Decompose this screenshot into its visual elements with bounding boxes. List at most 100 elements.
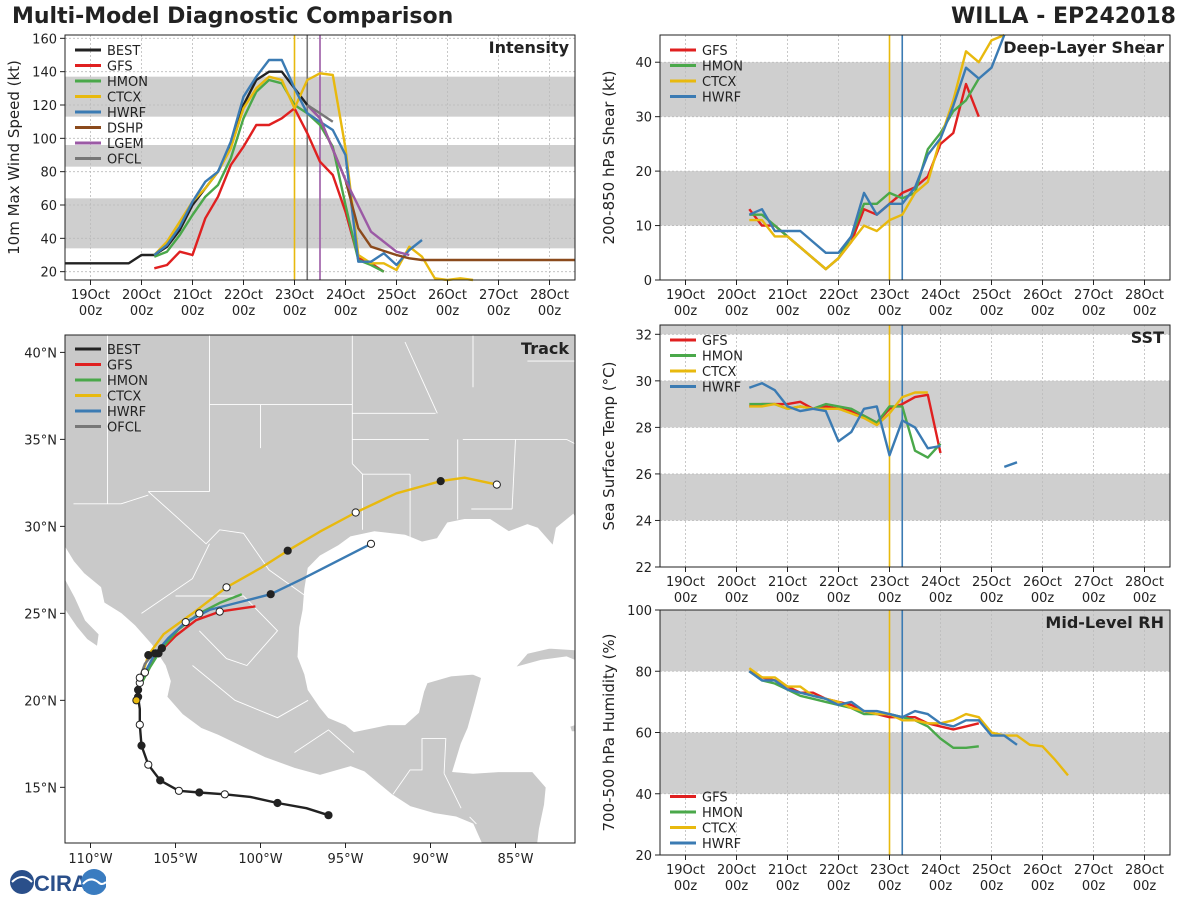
y-tick-label: 22 xyxy=(635,561,652,576)
y-tick-label: 35°N xyxy=(24,433,57,448)
track-point xyxy=(151,649,160,658)
series-line-ctcx xyxy=(749,391,928,427)
x-tick-label: 00z xyxy=(980,879,1004,894)
y-tick-label: 20 xyxy=(635,165,652,180)
x-tick-label: 00z xyxy=(385,304,409,319)
x-tick-label: 00z xyxy=(827,591,851,606)
series-line-dshp xyxy=(306,104,575,262)
x-tick-label: 19Oct xyxy=(71,288,110,303)
x-tick-label: 00z xyxy=(878,879,902,894)
x-tick-label: 00z xyxy=(1082,304,1106,319)
x-tick-label: 00z xyxy=(674,304,698,319)
x-tick-label: 00z xyxy=(929,879,953,894)
legend-label: HMON xyxy=(702,60,743,75)
legend-label: HMON xyxy=(702,350,743,365)
x-tick-label: 00z xyxy=(980,304,1004,319)
track-point xyxy=(195,788,204,797)
x-tick-label: 00z xyxy=(487,304,511,319)
series-line-ctcx xyxy=(749,33,1005,271)
y-tick-label: 60 xyxy=(635,727,652,742)
track-point xyxy=(135,720,144,729)
legend-label: GFS xyxy=(107,60,133,75)
panel-title: Intensity xyxy=(489,38,570,57)
x-tick-label: 00z xyxy=(725,591,749,606)
y-tick-label: 80 xyxy=(40,166,57,181)
x-tick-label: 21Oct xyxy=(768,863,807,878)
track-point xyxy=(273,798,282,808)
y-tick-label: 140 xyxy=(32,66,57,81)
track-panel: 110°W 105°W 100°W 95°W 90°W 85°W 15°N 20°N 25°N 3… xyxy=(24,334,576,867)
border-line xyxy=(294,729,355,753)
x-tick-label: 28Oct xyxy=(1125,863,1164,878)
border-line xyxy=(511,439,516,510)
x-tick-label: 25Oct xyxy=(972,288,1011,303)
y-tick-label: 100 xyxy=(627,604,652,619)
x-tick-label: 00z xyxy=(1133,879,1157,894)
x-tick-label: 27Oct xyxy=(1074,288,1113,303)
legend-label: GFS xyxy=(107,359,133,374)
y-tick-label: 40 xyxy=(635,56,652,71)
track-point xyxy=(132,696,141,705)
series-line-hwrf xyxy=(748,670,1018,746)
y-tick-label: 30 xyxy=(635,375,652,390)
track-point xyxy=(137,741,146,750)
plot-frame xyxy=(64,34,576,281)
y-tick-label: 40°N xyxy=(24,346,57,361)
panel-title: SST xyxy=(1131,328,1164,347)
track-point xyxy=(157,644,166,653)
series-line-ctcx xyxy=(748,667,1069,777)
intensity-panel: 2040608010012014016019Oct00z20Oct00z21Oc… xyxy=(5,32,576,319)
y-tick-label: 28 xyxy=(635,421,652,436)
y-tick-label: 80 xyxy=(635,665,652,680)
series-line-hwrf xyxy=(748,382,941,457)
x-tick-label: 00z xyxy=(130,304,154,319)
y-axis-label: 10m Max Wind Speed (kt) xyxy=(5,60,23,255)
x-tick-label: 27Oct xyxy=(479,288,518,303)
track-point xyxy=(134,685,143,695)
track-line-hwrf xyxy=(137,542,372,686)
legend-label: CTCX xyxy=(702,822,736,837)
y-tick-label: 20 xyxy=(635,849,652,864)
gray-band xyxy=(660,380,1170,428)
x-tick-label: 00z xyxy=(79,304,103,319)
x-tick-label: 110°W xyxy=(68,852,112,867)
y-tick-label: 25°N xyxy=(24,607,57,622)
series-line-lgem xyxy=(306,104,410,257)
series-line-gfs xyxy=(153,107,385,273)
y-tick-label: 100 xyxy=(32,132,57,147)
x-tick-label: 21Oct xyxy=(768,575,807,590)
svg-text:CIRA: CIRA xyxy=(34,871,88,896)
x-tick-label: 00z xyxy=(725,879,749,894)
border-line xyxy=(351,463,363,475)
x-tick-label: 22Oct xyxy=(819,863,858,878)
y-tick-label: 32 xyxy=(635,328,652,343)
x-tick-label: 23Oct xyxy=(870,575,909,590)
y-tick-label: 40 xyxy=(40,232,57,247)
x-tick-label: 19Oct xyxy=(666,288,705,303)
x-tick-label: 00z xyxy=(334,304,358,319)
x-tick-label: 19Oct xyxy=(666,575,705,590)
legend-label: BEST xyxy=(107,44,140,59)
legend-label: GFS xyxy=(702,334,728,349)
land-baja xyxy=(65,577,100,648)
x-tick-label: 28Oct xyxy=(1125,575,1164,590)
y-axis-label: Sea Surface Temp (°C) xyxy=(600,361,618,530)
y-tick-label: 26 xyxy=(635,468,652,483)
x-tick-label: 21Oct xyxy=(768,288,807,303)
series-line-ofcl xyxy=(306,103,334,123)
panel-title: Deep-Layer Shear xyxy=(1003,38,1164,57)
border-line xyxy=(392,738,447,795)
x-tick-label: 00z xyxy=(283,304,307,319)
x-tick-label: 27Oct xyxy=(1074,863,1113,878)
x-tick-label: 25Oct xyxy=(972,575,1011,590)
track-point xyxy=(283,546,292,555)
y-tick-label: 24 xyxy=(635,514,652,529)
basemap xyxy=(65,335,575,843)
track-point xyxy=(351,508,360,517)
x-tick-label: 23Oct xyxy=(870,288,909,303)
x-tick-label: 24Oct xyxy=(921,575,960,590)
track-point xyxy=(144,651,153,660)
panel-title: Mid-Level RH xyxy=(1045,613,1164,632)
legend-label: CTCX xyxy=(107,91,141,106)
plot-frame xyxy=(659,324,1171,568)
